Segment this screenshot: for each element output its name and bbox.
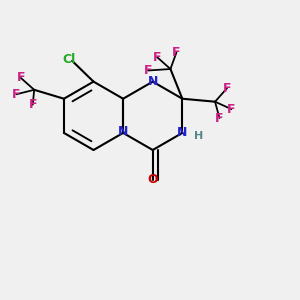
Text: F: F — [227, 103, 236, 116]
Text: F: F — [153, 51, 161, 64]
Text: F: F — [28, 98, 37, 111]
Text: F: F — [223, 82, 231, 95]
Text: F: F — [172, 46, 181, 59]
Text: F: F — [12, 88, 21, 101]
Text: H: H — [194, 131, 203, 141]
Text: Cl: Cl — [62, 53, 76, 66]
Text: F: F — [16, 71, 25, 84]
Text: N: N — [118, 125, 128, 138]
Text: F: F — [215, 112, 224, 124]
Text: N: N — [177, 126, 188, 140]
Text: O: O — [147, 173, 158, 186]
Text: F: F — [144, 64, 152, 77]
Text: N: N — [148, 75, 158, 88]
